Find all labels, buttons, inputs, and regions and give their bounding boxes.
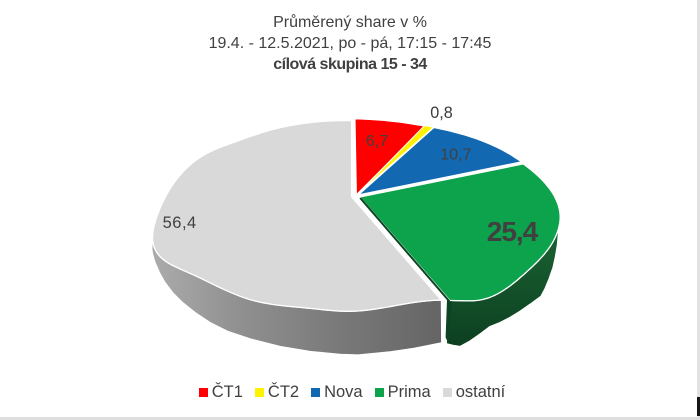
svg-text:56,4: 56,4 — [163, 214, 197, 232]
svg-text:10,7: 10,7 — [440, 146, 471, 164]
svg-text:25,4: 25,4 — [487, 216, 539, 247]
svg-text:6,7: 6,7 — [366, 133, 388, 150]
svg-text:0,8: 0,8 — [430, 104, 453, 122]
